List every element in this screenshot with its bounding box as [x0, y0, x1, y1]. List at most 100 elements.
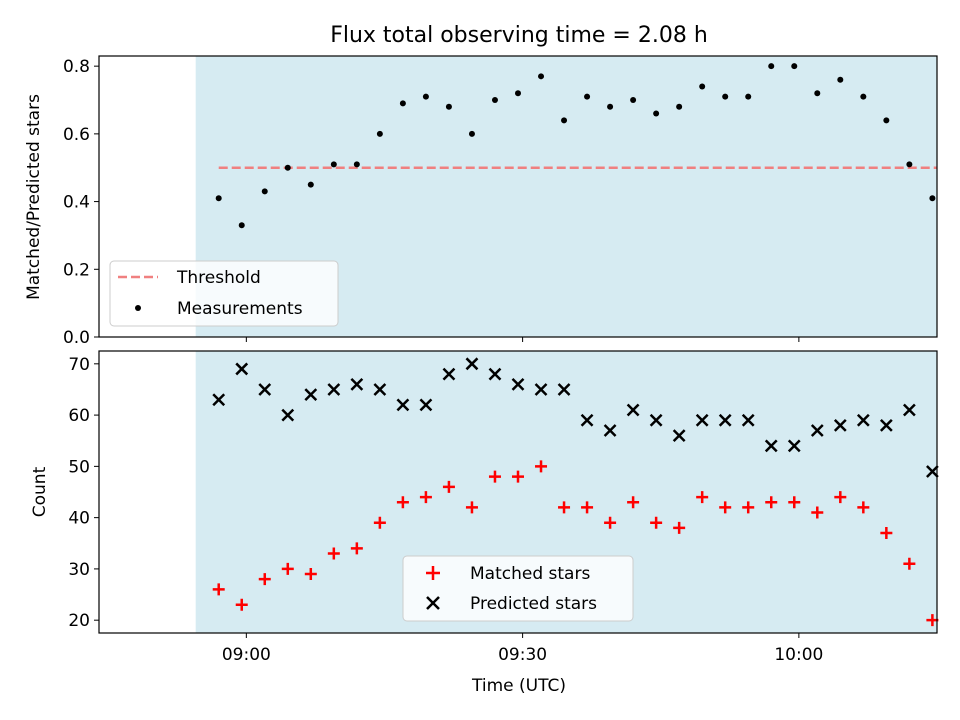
bottom-y-tick-label: 20 — [68, 611, 90, 631]
bottom-legend-box — [402, 555, 634, 622]
measurement-point — [929, 195, 936, 202]
matched-star-marker — [281, 562, 294, 575]
measurement-point — [699, 83, 706, 90]
predicted-star-marker — [373, 383, 387, 396]
predicted-star-marker — [327, 383, 341, 396]
predicted-star-marker — [833, 418, 847, 432]
measurement-point — [422, 93, 429, 100]
predicted-star-marker — [419, 398, 433, 412]
predicted-star-marker — [350, 377, 364, 391]
measurement-point — [215, 195, 222, 202]
measurement-point — [261, 188, 268, 195]
matched-star-marker — [212, 583, 225, 596]
predicted-star-marker — [258, 383, 272, 396]
measurement-point — [538, 73, 545, 80]
measurement-point — [653, 110, 660, 117]
predicted-star-marker — [672, 429, 686, 442]
matched-star-marker — [327, 547, 340, 560]
measurement-point — [722, 93, 729, 100]
predicted-star-marker — [511, 377, 525, 391]
predicted-star-marker — [902, 403, 916, 417]
matched-star-marker — [650, 516, 663, 529]
measurement-point — [330, 161, 337, 168]
predicted-star-marker — [580, 413, 594, 427]
legend-threshold-label: Threshold — [176, 268, 261, 288]
bottom-y-tick-label: 60 — [68, 406, 90, 426]
top-axes-frame — [98, 55, 938, 338]
predicted-star-marker — [718, 413, 732, 427]
matched-star-marker — [903, 557, 916, 570]
bottom-x-tick-label: 09:30 — [498, 645, 547, 665]
predicted-star-marker — [856, 413, 870, 427]
legend-measurements-label: Measurements — [177, 299, 303, 319]
predicted-star-marker — [649, 413, 663, 427]
top-y-tick-label: 0.4 — [63, 193, 90, 213]
bottom-x-tick-label: 10:00 — [774, 645, 823, 665]
predicted-star-marker — [465, 357, 479, 371]
matched-star-marker — [488, 470, 501, 483]
predicted-star-marker — [741, 413, 755, 427]
measurement-point — [607, 103, 614, 110]
bottom-y-axis-label: Count — [30, 466, 50, 517]
matched-star-marker — [926, 614, 939, 627]
predicted-star-marker — [235, 362, 249, 376]
matched-star-marker — [765, 496, 778, 509]
bottom-panel: 20304050607009:0009:3010:0010:3011:0011:… — [30, 350, 939, 696]
measurement-point — [376, 130, 383, 137]
measurement-point — [307, 181, 314, 188]
matched-star-marker — [304, 568, 317, 581]
matched-star-marker — [350, 542, 363, 555]
legend-predicted-label: Predicted stars — [470, 594, 597, 614]
matched-star-marker — [857, 501, 870, 514]
top-legend-box — [109, 260, 339, 327]
predicted-star-marker — [534, 383, 548, 396]
measurement-point — [468, 130, 475, 137]
measurement-point — [445, 103, 452, 110]
measurement-point — [676, 103, 683, 110]
measurement-point — [284, 164, 291, 171]
predicted-star-marker — [603, 424, 617, 437]
x-axis-label: Time (UTC) — [471, 676, 566, 696]
legend-predicted-swatch — [426, 596, 440, 610]
predicted-star-marker — [212, 393, 226, 407]
matched-star-marker — [396, 496, 409, 509]
measurement-point — [353, 161, 360, 168]
measurement-point — [561, 117, 568, 124]
predicted-star-marker — [695, 413, 709, 427]
matched-star-marker — [742, 501, 755, 514]
bottom-y-tick-label: 70 — [68, 355, 90, 375]
matched-star-marker — [235, 598, 248, 611]
matched-star-marker — [811, 506, 824, 519]
predicted-star-marker — [926, 465, 939, 478]
measurement-point — [584, 93, 591, 100]
bottom-axes-frame — [98, 350, 938, 634]
top-y-tick-label: 0.6 — [63, 125, 90, 145]
measurement-point — [883, 117, 890, 124]
measurement-point — [906, 161, 913, 168]
predicted-star-marker — [442, 367, 456, 381]
matched-star-marker — [627, 496, 640, 509]
measurement-point — [837, 76, 844, 83]
legend-matched-swatch — [426, 566, 440, 580]
matched-star-marker — [673, 521, 686, 534]
predicted-star-marker — [281, 408, 295, 422]
predicted-star-marker — [787, 439, 801, 453]
top-y-tick-label: 0.8 — [63, 57, 90, 77]
top-legend: Threshold Measurements — [109, 260, 339, 327]
predicted-star-marker — [304, 388, 318, 401]
matched-star-marker — [535, 460, 548, 473]
matched-star-marker — [719, 501, 732, 514]
measurement-point — [768, 63, 775, 70]
predicted-star-marker — [557, 383, 571, 396]
matched-star-marker — [788, 496, 801, 509]
matched-star-marker — [512, 470, 524, 483]
predicted-star-marker — [396, 398, 410, 412]
predicted-star-marker — [626, 403, 640, 417]
top-y-tick-label: 0.0 — [63, 328, 90, 348]
measurement-point — [515, 90, 521, 97]
bottom-legend: Matched stars Predicted stars — [402, 555, 634, 622]
matched-star-marker — [419, 491, 432, 504]
bottom-y-tick-label: 30 — [68, 560, 90, 580]
bottom-x-tick-label: 09:00 — [222, 645, 271, 665]
